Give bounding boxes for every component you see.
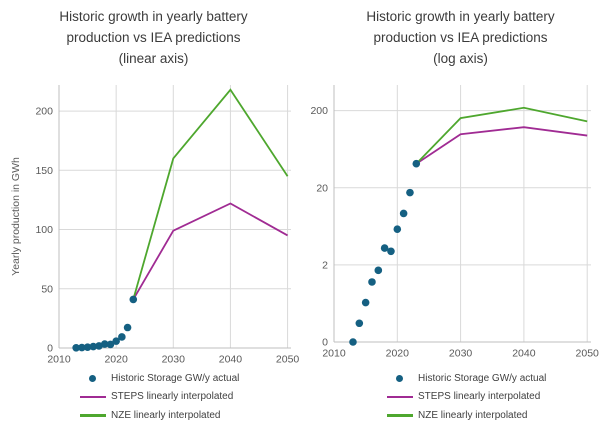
svg-text:2050: 2050 (276, 354, 300, 366)
log-chart-plot-area: 2010 2020 2030 2040 2050 0 2 20 200 (310, 85, 600, 360)
steps-line-marker (387, 395, 413, 398)
svg-text:150: 150 (35, 165, 53, 177)
svg-text:2020: 2020 (104, 354, 128, 366)
legend-label-steps: STEPS linearly interpolated (111, 391, 234, 403)
svg-text:0: 0 (322, 337, 328, 349)
svg-text:0: 0 (47, 343, 53, 355)
legend-label-steps: STEPS linearly interpolated (418, 391, 541, 403)
svg-text:2020: 2020 (386, 348, 410, 360)
log-chart-legend: Historic Storage GW/y actual STEPS linea… (387, 369, 614, 425)
legend-label-nze: NZE linearly interpolated (111, 409, 221, 421)
nze-line-marker (80, 414, 106, 417)
legend-item-steps: STEPS linearly interpolated (80, 388, 233, 407)
legend-label-historic: Historic Storage GW/y actual (418, 372, 547, 384)
svg-text:2050: 2050 (576, 348, 600, 360)
legend-item-historic: Historic Storage GW/y actual (387, 369, 546, 388)
linear-chart-legend: Historic Storage GW/y actual STEPS linea… (80, 369, 307, 425)
svg-text:2040: 2040 (219, 354, 243, 366)
nze-line-marker (387, 414, 413, 417)
legend-label-historic: Historic Storage GW/y actual (111, 372, 240, 384)
svg-text:2030: 2030 (162, 354, 186, 366)
svg-text:200: 200 (310, 105, 328, 117)
linear-chart-title: Historic growth in yearly battery produc… (59, 9, 248, 66)
svg-text:2: 2 (322, 259, 328, 271)
svg-text:Yearly production in GWh: Yearly production in GWh (10, 157, 22, 276)
svg-text:2040: 2040 (512, 348, 536, 360)
legend-label-nze: NZE linearly interpolated (418, 409, 528, 421)
historic-dot-marker (89, 374, 96, 382)
legend-item-steps: STEPS linearly interpolated (387, 388, 540, 407)
linear-axis-chart-panel: Historic growth in yearly battery produc… (10, 9, 307, 425)
svg-text:200: 200 (35, 106, 53, 118)
steps-line-marker (80, 395, 106, 398)
legend-item-historic: Historic Storage GW/y actual (80, 369, 239, 388)
svg-text:2010: 2010 (322, 348, 346, 360)
svg-text:2010: 2010 (47, 354, 71, 366)
log-axis-chart-panel: Historic growth in yearly battery produc… (307, 0, 614, 444)
svg-text:20: 20 (316, 182, 328, 194)
historic-dot-marker (396, 374, 403, 382)
linear-chart-plot-area: 2010 2020 2030 2040 2050 0 50 100 150 200 Yearly p… (10, 85, 300, 366)
svg-text:100: 100 (35, 224, 53, 236)
legend-item-nze: NZE linearly interpolated (387, 406, 528, 425)
svg-text:2030: 2030 (449, 348, 473, 360)
log-chart-title: Historic growth in yearly battery produc… (366, 9, 555, 66)
svg-text:50: 50 (41, 283, 53, 295)
legend-item-nze: NZE linearly interpolated (80, 406, 221, 425)
